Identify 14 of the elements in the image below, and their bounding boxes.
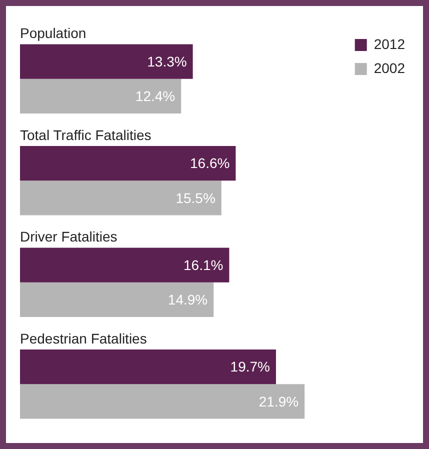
y-tick-label: Driver Fatalities	[20, 228, 118, 245]
legend-label: 2012	[374, 36, 406, 52]
y-tick-label: Population	[20, 25, 86, 42]
legend-label: 2002	[374, 60, 406, 76]
data-label: 16.6%	[190, 155, 230, 172]
data-label: 21.9%	[258, 393, 299, 410]
data-label: 15.5%	[176, 190, 216, 206]
y-tick-label: Total Traffic Fatalities	[20, 126, 152, 143]
data-label: 19.7%	[230, 358, 270, 375]
data-label: 16.1%	[184, 256, 224, 273]
y-tick-label: Pedestrian Fatalities	[20, 330, 147, 346]
data-label: 13.3%	[147, 53, 187, 70]
data-label: 14.9%	[168, 292, 208, 308]
data-label: 12.4%	[135, 88, 176, 104]
